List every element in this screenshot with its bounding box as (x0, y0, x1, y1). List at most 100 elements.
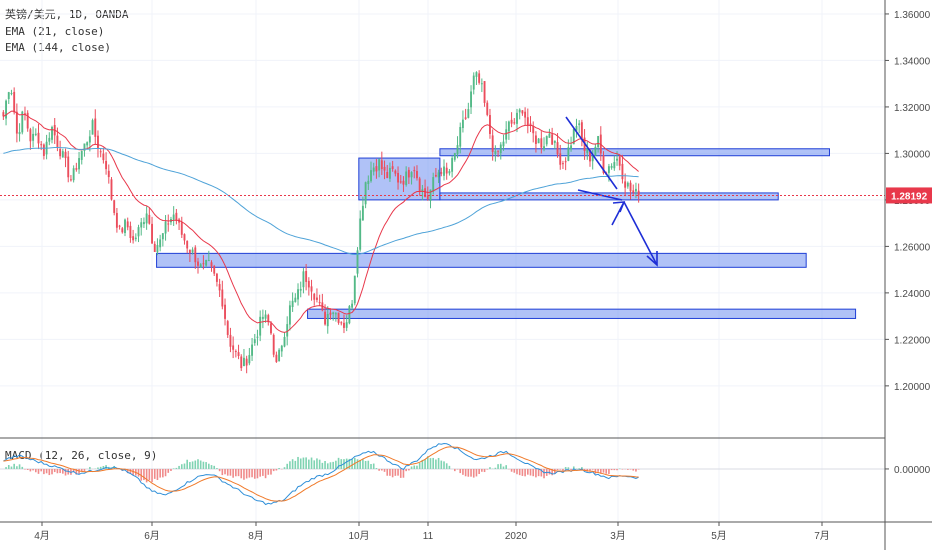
candle-body (572, 129, 575, 145)
candle-body (486, 102, 489, 115)
candle-body (616, 158, 618, 161)
candle-body (86, 142, 89, 146)
candle-body (499, 144, 502, 154)
candle-body (142, 222, 145, 225)
candle-body (337, 312, 340, 323)
candle-body (545, 136, 548, 145)
candle-body (291, 300, 294, 308)
candle-body (137, 227, 140, 237)
candle-body (518, 109, 521, 113)
candle-body (513, 122, 516, 124)
candle-body (305, 271, 308, 282)
macd-panel (0, 442, 885, 506)
x-tick-label: 6月 (144, 530, 160, 542)
candle-body (40, 144, 43, 146)
candle-body (618, 156, 621, 166)
candle-body (534, 135, 537, 144)
candle-body (232, 345, 235, 350)
candle-body (329, 312, 332, 315)
legend-ema-slow: EMA (144, close) (5, 41, 111, 54)
candle-body (161, 233, 164, 240)
candle-body (340, 322, 343, 324)
candle-body (75, 168, 78, 170)
candle-body (240, 356, 243, 369)
candle-body (183, 234, 186, 241)
candle-body (118, 225, 121, 227)
trend-arrows (565, 116, 658, 267)
candle-body (226, 321, 229, 335)
candle-body (267, 315, 270, 323)
candle-body (78, 158, 80, 170)
candle-body (34, 133, 37, 135)
candle-body (253, 339, 256, 344)
candle-body (416, 171, 418, 179)
last-price-label: 1.28192 (891, 191, 928, 202)
candle-body (459, 126, 462, 147)
candle-body (88, 136, 91, 143)
candle-body (461, 119, 464, 129)
candle-body (483, 81, 486, 103)
candle-body (426, 195, 429, 200)
y-tick-label: 1.24000 (894, 289, 931, 300)
candle-body (280, 345, 283, 352)
candle-body (151, 223, 153, 244)
candle-body (332, 312, 335, 314)
candle-body (326, 314, 329, 327)
candle-body (318, 301, 321, 304)
candle-body (637, 190, 640, 196)
candle-body (97, 135, 99, 150)
candle-body (375, 166, 378, 172)
legend-ema-fast: EMA (21, close) (5, 25, 105, 38)
candle-body (91, 120, 94, 135)
candle-body (613, 162, 616, 169)
candle-body (543, 146, 545, 150)
candle-body (278, 349, 281, 362)
candle-body (5, 100, 8, 119)
arrow-target-line (623, 201, 658, 266)
candle-body (437, 172, 440, 178)
candle-body (270, 323, 272, 334)
candle-body (29, 129, 32, 142)
zone (307, 308, 857, 319)
candle-body (489, 115, 491, 134)
candle-body (159, 239, 162, 248)
candle-body (551, 134, 554, 145)
candle-body (578, 123, 581, 126)
legend-macd: MACD (12, 26, close, 9) (5, 449, 158, 462)
x-tick-label: 8月 (248, 530, 264, 542)
candle-body (440, 172, 443, 174)
candle-body (13, 91, 16, 113)
candle-body (297, 289, 299, 300)
candle-body (334, 313, 337, 315)
candle-body (234, 351, 237, 353)
candle-body (229, 334, 232, 347)
candle-body (324, 311, 327, 325)
candle-body (194, 247, 197, 263)
candle-body (21, 111, 24, 133)
candle-body (286, 324, 289, 337)
signal-line (3, 446, 639, 502)
ema-slow-line (3, 147, 639, 256)
candle-body (378, 159, 381, 171)
candle-body (413, 170, 416, 172)
candle-body (529, 123, 532, 125)
candle-body (205, 259, 208, 266)
candle-body (145, 213, 148, 224)
candle-body (562, 163, 564, 165)
candle-body (448, 171, 451, 174)
candle-body (72, 168, 75, 181)
y-tick-label: 1.26000 (894, 242, 931, 253)
candle-body (456, 145, 459, 155)
candle-body (521, 110, 524, 114)
candle-body (251, 344, 254, 356)
candle-body (134, 237, 137, 240)
candle-body (629, 182, 632, 192)
candle-body (353, 275, 356, 304)
candle-body (556, 142, 559, 155)
candle-body (213, 266, 216, 274)
candle-body (202, 263, 205, 265)
candle-body (224, 304, 226, 319)
macd-zero-label: 0.00000 (894, 465, 931, 476)
